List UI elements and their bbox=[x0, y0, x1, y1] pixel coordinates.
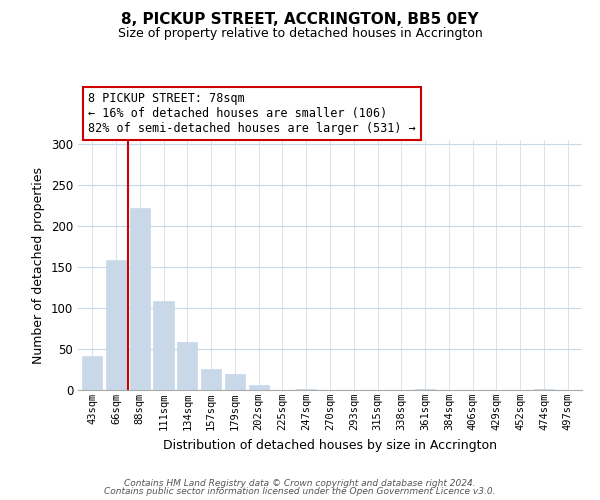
Bar bbox=[82, 356, 103, 390]
Bar bbox=[296, 389, 316, 390]
Bar bbox=[130, 208, 150, 390]
Bar bbox=[225, 374, 245, 390]
Bar bbox=[248, 385, 269, 390]
Text: Size of property relative to detached houses in Accrington: Size of property relative to detached ho… bbox=[118, 28, 482, 40]
Text: 8, PICKUP STREET, ACCRINGTON, BB5 0EY: 8, PICKUP STREET, ACCRINGTON, BB5 0EY bbox=[121, 12, 479, 28]
Y-axis label: Number of detached properties: Number of detached properties bbox=[32, 166, 46, 364]
Text: Contains HM Land Registry data © Crown copyright and database right 2024.: Contains HM Land Registry data © Crown c… bbox=[124, 478, 476, 488]
X-axis label: Distribution of detached houses by size in Accrington: Distribution of detached houses by size … bbox=[163, 438, 497, 452]
Bar bbox=[177, 342, 197, 390]
Bar bbox=[534, 389, 554, 390]
Text: Contains public sector information licensed under the Open Government Licence v3: Contains public sector information licen… bbox=[104, 487, 496, 496]
Bar bbox=[106, 260, 126, 390]
Bar bbox=[154, 300, 173, 390]
Bar bbox=[201, 368, 221, 390]
Text: 8 PICKUP STREET: 78sqm
← 16% of detached houses are smaller (106)
82% of semi-de: 8 PICKUP STREET: 78sqm ← 16% of detached… bbox=[88, 92, 416, 135]
Bar bbox=[415, 389, 435, 390]
